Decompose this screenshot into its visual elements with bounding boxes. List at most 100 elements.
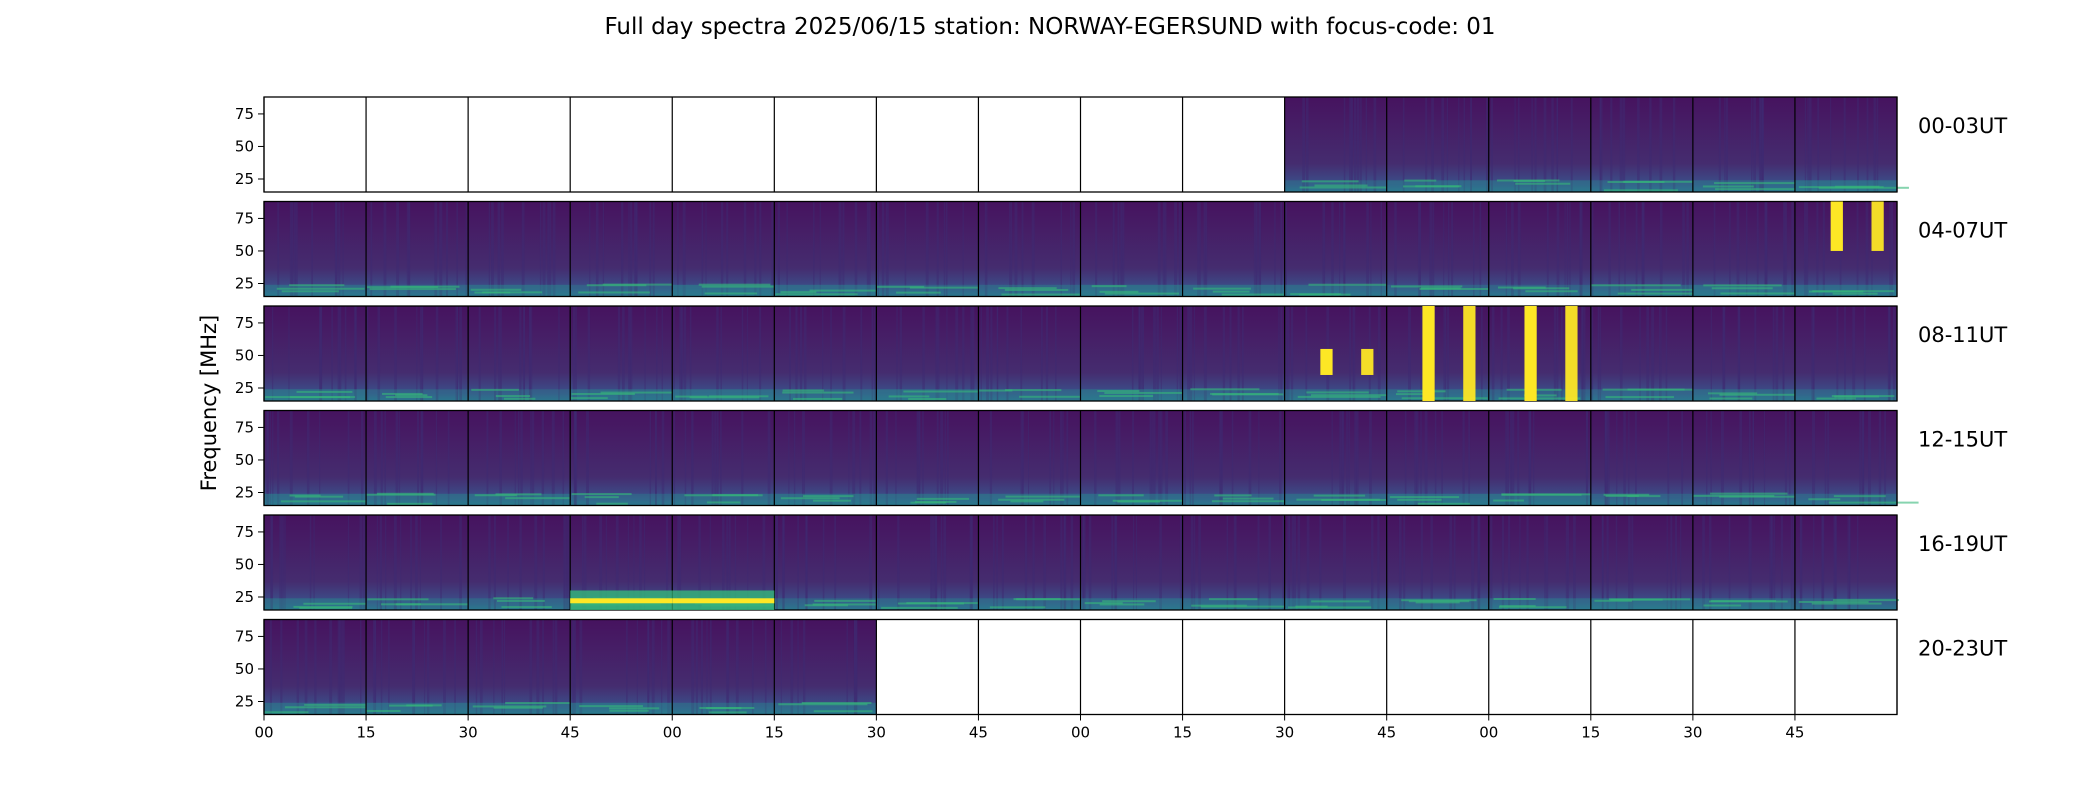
texture-line [802, 410, 805, 506]
spectrum-panel [1590, 619, 1693, 715]
texture-line [1414, 410, 1417, 506]
rfi-streak [780, 291, 817, 294]
texture-line [501, 619, 503, 715]
texture-line [435, 410, 438, 506]
texture-line [1174, 201, 1178, 297]
rfi-streak [1707, 392, 1758, 395]
texture-line [1763, 410, 1766, 506]
texture-line [1675, 515, 1678, 610]
panel-background [1080, 306, 1183, 401]
texture-line [494, 306, 497, 401]
y-tick-label: 50 [235, 555, 254, 573]
rfi-streak [294, 495, 344, 498]
texture-line [621, 201, 624, 297]
spectrum-panel [1692, 306, 1809, 401]
texture-line [777, 201, 780, 297]
texture-line [1817, 97, 1820, 192]
rfi-streak [389, 704, 433, 707]
texture-line [1534, 97, 1537, 192]
rfi-streak [689, 396, 760, 399]
row-time-label: 16-19UT [1918, 532, 2007, 556]
texture-line [279, 515, 282, 610]
rfi-streak [684, 494, 763, 497]
rfi-streak [1631, 288, 1721, 291]
texture-line [1505, 410, 1507, 506]
texture-line [1222, 306, 1226, 401]
texture-line [1248, 410, 1252, 506]
texture-line [1226, 515, 1229, 610]
texture-line [1288, 515, 1291, 610]
rfi-band [1692, 493, 1795, 506]
texture-line [1394, 201, 1397, 297]
texture-line [1599, 97, 1602, 192]
texture-line [943, 201, 945, 297]
texture-line [868, 201, 871, 297]
texture-line [1231, 410, 1234, 506]
panel-background [774, 306, 877, 401]
texture-line [1070, 201, 1072, 297]
rfi-streak [1420, 287, 1461, 290]
rfi-streak [916, 497, 970, 500]
spectrum-panel [366, 306, 469, 401]
rfi-streak [289, 494, 321, 497]
texture-line [726, 201, 729, 297]
texture-line [1615, 515, 1618, 610]
texture-line [630, 201, 633, 297]
empty-panel [1590, 619, 1693, 715]
texture-line [362, 515, 366, 610]
texture-line [877, 201, 879, 297]
texture-line [417, 410, 419, 506]
texture-line [1072, 201, 1076, 297]
texture-line [1510, 410, 1512, 506]
texture-line [1306, 515, 1310, 610]
texture-line [660, 619, 663, 715]
texture-line [1812, 410, 1816, 506]
spectrum-panel [978, 201, 1086, 297]
texture-line [1546, 201, 1549, 297]
spectrum-panel [1182, 410, 1293, 506]
texture-line [1352, 306, 1354, 401]
rfi-band [1488, 493, 1591, 506]
texture-line [1285, 306, 1288, 401]
texture-line [1403, 515, 1406, 610]
texture-line [1014, 201, 1018, 297]
rfi-streak [1308, 283, 1394, 286]
texture-line [1892, 306, 1896, 401]
texture-line [439, 201, 443, 297]
texture-line [813, 201, 815, 297]
panel-background [1182, 410, 1285, 506]
rfi-streak [1525, 290, 1578, 293]
texture-line [993, 515, 995, 610]
rfi-band [366, 284, 469, 297]
texture-line [383, 201, 387, 297]
texture-line [1305, 306, 1308, 401]
texture-line [1160, 306, 1162, 401]
texture-line [1032, 515, 1035, 610]
rfi-streak [1102, 600, 1156, 603]
texture-line [1179, 515, 1183, 610]
texture-line [1783, 201, 1786, 297]
texture-line [1199, 201, 1201, 297]
rfi-streak [1016, 598, 1097, 601]
rfi-streak [495, 395, 531, 398]
rfi-streak [1501, 493, 1582, 496]
texture-line [459, 306, 462, 401]
texture-line [716, 306, 719, 401]
texture-line [475, 619, 478, 715]
texture-line [1010, 201, 1013, 297]
rfi-band [672, 284, 775, 297]
rfi-streak [1212, 290, 1250, 293]
texture-line [1606, 515, 1609, 610]
texture-line [347, 410, 350, 506]
texture-line [503, 619, 506, 715]
texture-line [1293, 515, 1297, 610]
rfi-streak [470, 288, 522, 291]
texture-line [829, 410, 833, 506]
rfi-streak [1811, 602, 1882, 605]
rfi-streak [1297, 395, 1381, 398]
texture-line [1055, 306, 1057, 401]
texture-line [1380, 201, 1382, 297]
rfi-streak [1818, 186, 1909, 189]
texture-line [277, 201, 280, 297]
texture-line [1889, 201, 1891, 297]
